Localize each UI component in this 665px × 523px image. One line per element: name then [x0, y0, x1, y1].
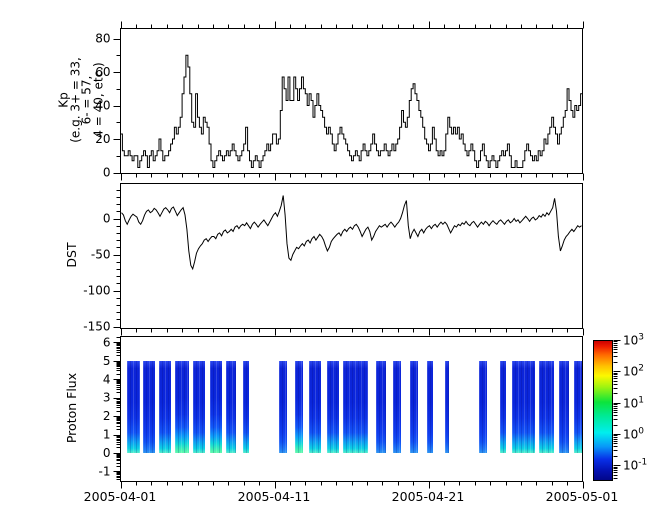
colorbar-tick-label: 10-1	[623, 458, 647, 473]
proton-flux-spectrogram-ytick-label: 0	[103, 446, 111, 460]
kp-index-ytick-label: 0	[103, 166, 111, 180]
flux-bar	[426, 360, 434, 454]
dst-line	[121, 195, 582, 271]
flux-bar	[142, 360, 156, 454]
proton-flux-spectrogram-ytick-label: 2	[103, 409, 111, 423]
proton-flux-spectrogram-ytick-label: -1	[99, 464, 111, 478]
colorbar-tick-label: 103	[623, 333, 644, 348]
proton-flux-spectrogram-ytick-label: 5	[103, 354, 111, 368]
flux-bar	[278, 360, 287, 454]
colorbar-gradient	[593, 340, 613, 481]
proton-flux-spectrogram-ytick-label: 3	[103, 391, 111, 405]
flux-bar	[225, 360, 236, 454]
kp-step-line	[120, 54, 583, 168]
kp-axis-label-line4: 4 = 40, etc.)	[91, 62, 105, 138]
flux-bar	[538, 360, 554, 454]
flux-bar	[392, 360, 401, 454]
panel-frame-2	[120, 336, 583, 482]
colorbar-tick-label: 100	[623, 427, 644, 442]
dst-index-ytick-label: -150	[83, 320, 110, 334]
flux-bar	[174, 360, 190, 454]
proton-flux-spectrogram-ytick-label: 6	[103, 335, 111, 349]
flux-bar	[512, 360, 536, 454]
kp-index-ytick-label: 20	[95, 132, 110, 146]
dst-index-ytick-label: -100	[83, 284, 110, 298]
flux-bar	[210, 360, 223, 454]
colorbar-tick-label: 101	[623, 396, 644, 411]
proton-flux-spectrogram-ytick-label: 4	[103, 372, 111, 386]
proton-flux-axis-label: Proton Flux	[64, 372, 79, 444]
flux-bar	[342, 360, 369, 454]
x-tick-label-2005-05-01: 2005-05-01	[545, 489, 619, 504]
flux-bar	[444, 360, 449, 454]
proton-flux-spectrogram-ytick-label: 1	[103, 428, 111, 442]
flux-bar	[158, 360, 171, 454]
flux-bar	[326, 360, 339, 454]
x-tick-label-2005-04-11: 2005-04-11	[237, 489, 311, 504]
x-tick-label-2005-04-21: 2005-04-21	[391, 489, 465, 504]
kp-index-ytick-label: 40	[95, 99, 110, 113]
kp-index-ytick-label: 80	[95, 32, 110, 46]
dst-index-ytick-label: -50	[91, 248, 111, 262]
kp-axis-label: Kp (e.g. 3+ = 33, 6- = 57, 4 = 40, etc.)	[57, 15, 107, 186]
panel-frame-0	[120, 28, 583, 174]
flux-bar	[192, 360, 206, 454]
flux-bar	[478, 360, 488, 454]
dst-index-ytick-label: 0	[103, 212, 111, 226]
colorbar-tick-label: 102	[623, 364, 644, 379]
flux-bar	[295, 360, 304, 454]
flux-bar	[409, 360, 418, 454]
flux-bar	[573, 360, 583, 454]
flux-bar	[375, 360, 386, 454]
x-tick-label-2005-04-01: 2005-04-01	[83, 489, 157, 504]
flux-bar	[499, 360, 507, 454]
kp-index-ytick-label: 60	[95, 65, 110, 79]
flux-bar	[127, 360, 140, 454]
flux-bar	[242, 360, 249, 454]
dst-axis-label: DST	[64, 242, 79, 268]
flux-bar	[308, 360, 321, 454]
flux-bar	[558, 360, 569, 454]
